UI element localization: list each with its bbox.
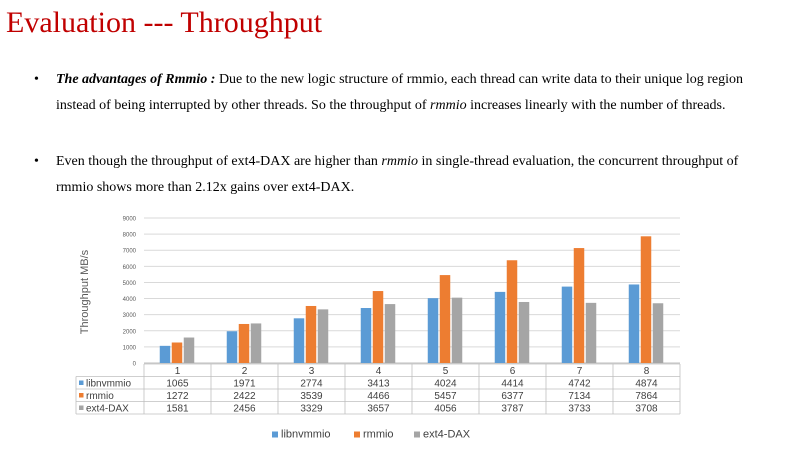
data-label: 3733 [568,404,591,415]
table-series-label: ext4-DAX [86,404,129,415]
data-label: 1971 [233,379,256,390]
data-label: 4874 [635,379,658,390]
y-tick-label: 8000 [123,233,137,239]
y-tick-label: 2000 [123,329,137,335]
bullet-1-part-1: Due to the new logic structure of rmmio,… [56,72,743,113]
bar-rmmio-8 [640,236,652,363]
bar-libnvmmio-5 [427,298,439,363]
data-label: 1272 [166,391,189,402]
data-label: 2456 [233,404,256,415]
bullet-1-text: The advantages of Rmmio : Due to the new… [56,67,776,119]
y-tick-label: 9000 [123,217,137,223]
y-tick-label: 4000 [123,297,137,303]
table-legend-key-ext4-DAX [79,405,84,410]
data-label: 3787 [501,404,524,415]
data-label: 4056 [434,404,457,415]
bar-ext4-DAX-1 [183,337,195,363]
data-label: 3413 [367,379,390,390]
x-tick-label: 6 [510,366,516,377]
x-tick-label: 7 [577,366,583,377]
bar-rmmio-2 [238,323,250,363]
bullet-2-part-2: in single-thread evaluation, the concurr… [56,154,739,195]
bar-rmmio-6 [506,260,518,363]
legend-key-libnvmmio [272,431,278,438]
bar-ext4-DAX-7 [585,302,597,363]
data-label: 3329 [300,404,323,415]
bullet-1-part-0: The advantages of Rmmio : [56,72,216,87]
x-tick-label: 2 [242,366,248,377]
y-tick-label: 7000 [123,249,137,255]
bar-ext4-DAX-2 [250,323,262,363]
y-tick-label: 0 [133,362,137,368]
data-label: 3708 [635,404,658,415]
data-label: 5457 [434,391,457,402]
legend-label: libnvmmio [281,429,331,441]
y-tick-label: 1000 [123,345,137,351]
bullet-dot-icon: • [34,154,39,169]
slide-title: Evaluation --- Throughput [6,6,323,39]
y-tick-label: 6000 [123,265,137,271]
x-tick-label: 5 [443,366,449,377]
data-label: 4742 [568,379,591,390]
bar-rmmio-3 [305,305,317,363]
x-tick-label: 1 [175,366,181,377]
bar-libnvmmio-6 [494,291,506,363]
bar-ext4-DAX-4 [384,304,396,363]
data-label: 2422 [233,391,256,402]
bar-rmmio-4 [372,291,384,363]
data-label: 3539 [300,391,323,402]
bar-rmmio-7 [573,248,585,363]
data-label: 2774 [300,379,323,390]
y-tick-label: 5000 [123,281,137,287]
data-label: 4414 [501,379,524,390]
bullet-2-part-0: Even though the throughput of ext4-DAX a… [56,154,382,169]
bullet-2-text: Even though the throughput of ext4-DAX a… [56,149,776,201]
data-label: 4466 [367,391,390,402]
bar-ext4-DAX-8 [652,303,664,363]
bullet-1-part-3: increases linearly with the number of th… [466,98,726,113]
bar-ext4-DAX-6 [518,301,530,363]
bullet-dot-icon: • [34,72,39,87]
table-series-label: libnvmmio [86,379,131,390]
data-label: 6377 [501,391,524,402]
bar-libnvmmio-1 [159,345,171,363]
legend-key-ext4-DAX [414,431,420,438]
bar-libnvmmio-8 [628,284,640,363]
x-tick-label: 4 [376,366,382,377]
bullet-1-part-2: rmmio [430,98,467,113]
data-label: 7864 [635,391,658,402]
bar-rmmio-1 [171,342,183,363]
y-axis-label: Throughput MB/s [79,249,91,334]
bar-libnvmmio-3 [293,318,305,363]
data-label: 1581 [166,404,189,415]
legend-label: ext4-DAX [423,429,471,441]
y-tick-label: 3000 [123,313,137,319]
legend-label: rmmio [363,429,394,441]
data-label: 4024 [434,379,457,390]
data-label: 7134 [568,391,591,402]
x-tick-label: 8 [644,366,650,377]
table-series-label: rmmio [86,391,114,402]
data-label: 3657 [367,404,390,415]
table-legend-key-rmmio [79,393,84,398]
bullet-2-part-1: rmmio [381,154,418,169]
bar-rmmio-5 [439,275,451,363]
bar-ext4-DAX-5 [451,297,463,363]
x-tick-label: 3 [309,366,315,377]
bar-libnvmmio-2 [226,331,238,363]
data-label: 1065 [166,379,189,390]
bar-ext4-DAX-3 [317,309,329,363]
bar-libnvmmio-4 [360,308,372,363]
legend-key-rmmio [354,431,360,438]
bar-libnvmmio-7 [561,286,573,363]
table-legend-key-libnvmmio [79,380,84,385]
